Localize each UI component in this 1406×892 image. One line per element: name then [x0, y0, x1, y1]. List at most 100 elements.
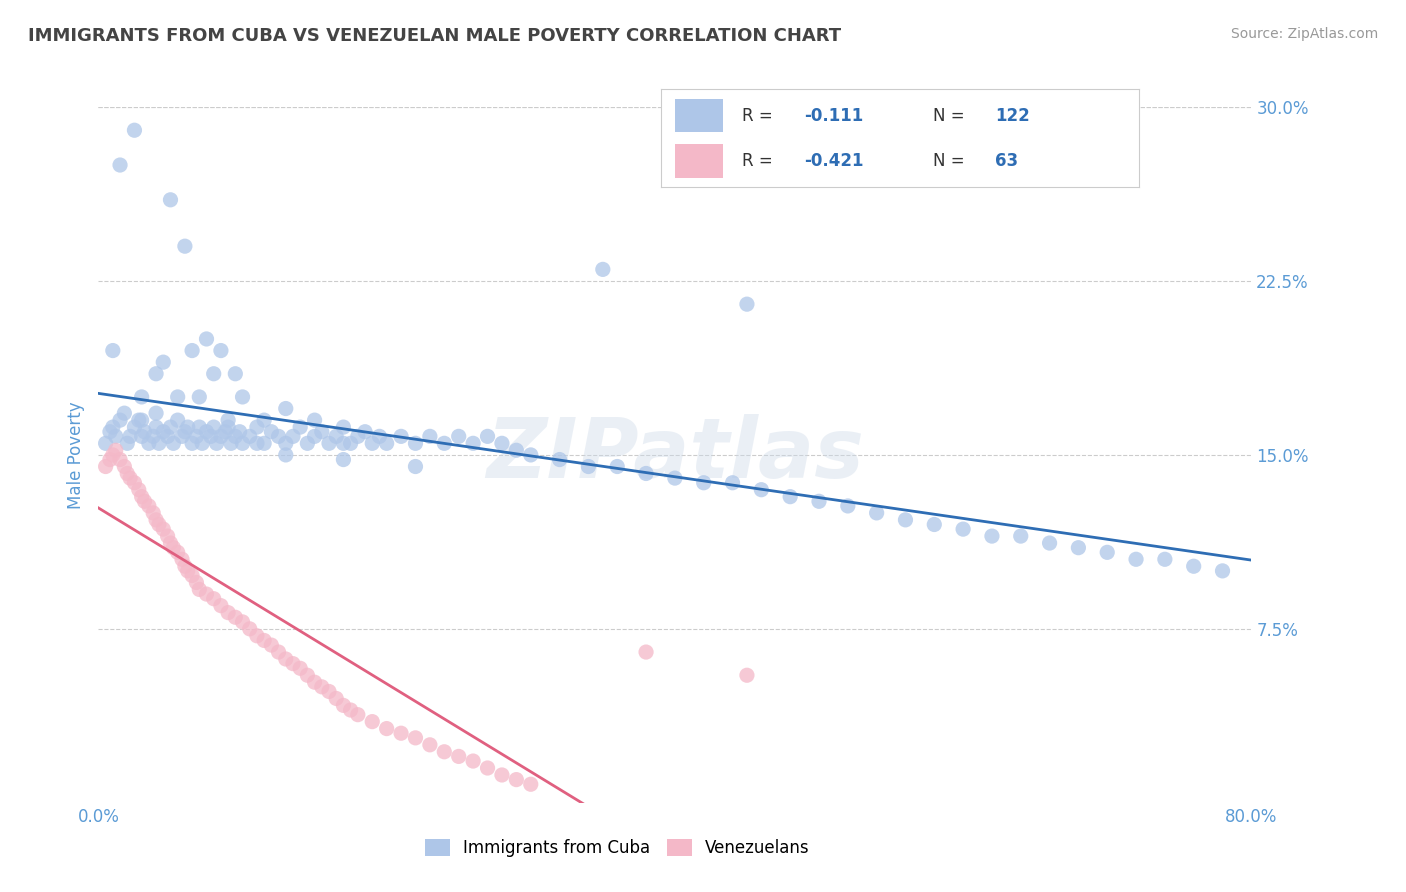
- Point: [1182, 559, 1205, 574]
- Point: [837, 499, 859, 513]
- Point: [239, 622, 262, 636]
- Point: [145, 367, 167, 381]
- Point: [94, 459, 117, 474]
- Point: [281, 429, 304, 443]
- Point: [224, 367, 246, 381]
- Point: [304, 675, 326, 690]
- Point: [433, 745, 456, 759]
- Point: [779, 490, 801, 504]
- Point: [297, 436, 319, 450]
- Point: [267, 429, 290, 443]
- Point: [260, 638, 283, 652]
- Point: [214, 425, 236, 439]
- Point: [419, 738, 441, 752]
- Point: [202, 591, 225, 606]
- Point: [148, 436, 170, 450]
- Text: -0.421: -0.421: [804, 152, 863, 169]
- Point: [751, 483, 773, 497]
- Point: [807, 494, 830, 508]
- Point: [202, 367, 225, 381]
- Point: [981, 529, 1004, 543]
- Point: [117, 467, 138, 481]
- Text: 122: 122: [995, 107, 1031, 125]
- Text: N =: N =: [934, 152, 970, 169]
- Point: [112, 406, 135, 420]
- Point: [505, 772, 527, 787]
- Point: [195, 587, 218, 601]
- FancyBboxPatch shape: [675, 145, 723, 178]
- Point: [1097, 545, 1119, 559]
- Point: [311, 425, 333, 439]
- Point: [721, 475, 744, 490]
- Point: [131, 490, 153, 504]
- Point: [166, 545, 188, 559]
- Text: -0.111: -0.111: [804, 107, 863, 125]
- Text: R =: R =: [742, 107, 778, 125]
- Point: [209, 429, 232, 443]
- FancyBboxPatch shape: [675, 99, 723, 132]
- Point: [101, 420, 124, 434]
- Point: [375, 722, 398, 736]
- Point: [325, 429, 347, 443]
- Point: [274, 436, 297, 450]
- Point: [231, 390, 254, 404]
- Point: [159, 420, 181, 434]
- Point: [108, 158, 131, 172]
- Point: [162, 541, 184, 555]
- Point: [246, 629, 269, 643]
- Point: [224, 610, 246, 624]
- Point: [217, 420, 239, 434]
- Point: [339, 703, 361, 717]
- Point: [325, 691, 347, 706]
- Point: [260, 425, 283, 439]
- Text: ZIPatlas: ZIPatlas: [486, 415, 863, 495]
- Point: [170, 552, 193, 566]
- Point: [159, 193, 181, 207]
- Point: [138, 499, 160, 513]
- Point: [520, 777, 543, 791]
- Point: [952, 522, 974, 536]
- Point: [209, 343, 232, 358]
- Point: [120, 429, 142, 443]
- Point: [231, 436, 254, 450]
- Point: [104, 443, 127, 458]
- Point: [332, 436, 354, 450]
- Point: [491, 436, 513, 450]
- Point: [389, 726, 412, 740]
- Point: [389, 429, 412, 443]
- Point: [138, 436, 160, 450]
- Point: [346, 707, 368, 722]
- Point: [142, 429, 165, 443]
- Point: [177, 564, 200, 578]
- Point: [98, 425, 121, 439]
- Point: [191, 436, 214, 450]
- Point: [219, 436, 242, 450]
- Point: [108, 413, 131, 427]
- Y-axis label: Male Poverty: Male Poverty: [66, 401, 84, 508]
- Point: [186, 575, 208, 590]
- Point: [131, 390, 153, 404]
- Point: [224, 429, 246, 443]
- Point: [318, 684, 340, 698]
- Point: [181, 568, 204, 582]
- Point: [447, 749, 470, 764]
- Point: [253, 633, 276, 648]
- Point: [1212, 564, 1234, 578]
- Point: [108, 452, 131, 467]
- Point: [664, 471, 686, 485]
- Point: [1010, 529, 1032, 543]
- Point: [124, 123, 146, 137]
- Point: [246, 420, 269, 434]
- Point: [156, 429, 179, 443]
- Point: [461, 436, 484, 450]
- Point: [162, 436, 184, 450]
- Point: [148, 517, 170, 532]
- Point: [253, 413, 276, 427]
- Point: [145, 420, 167, 434]
- Point: [104, 429, 127, 443]
- Point: [274, 448, 297, 462]
- Point: [101, 343, 124, 358]
- Point: [592, 262, 614, 277]
- Point: [101, 448, 124, 462]
- Point: [217, 606, 239, 620]
